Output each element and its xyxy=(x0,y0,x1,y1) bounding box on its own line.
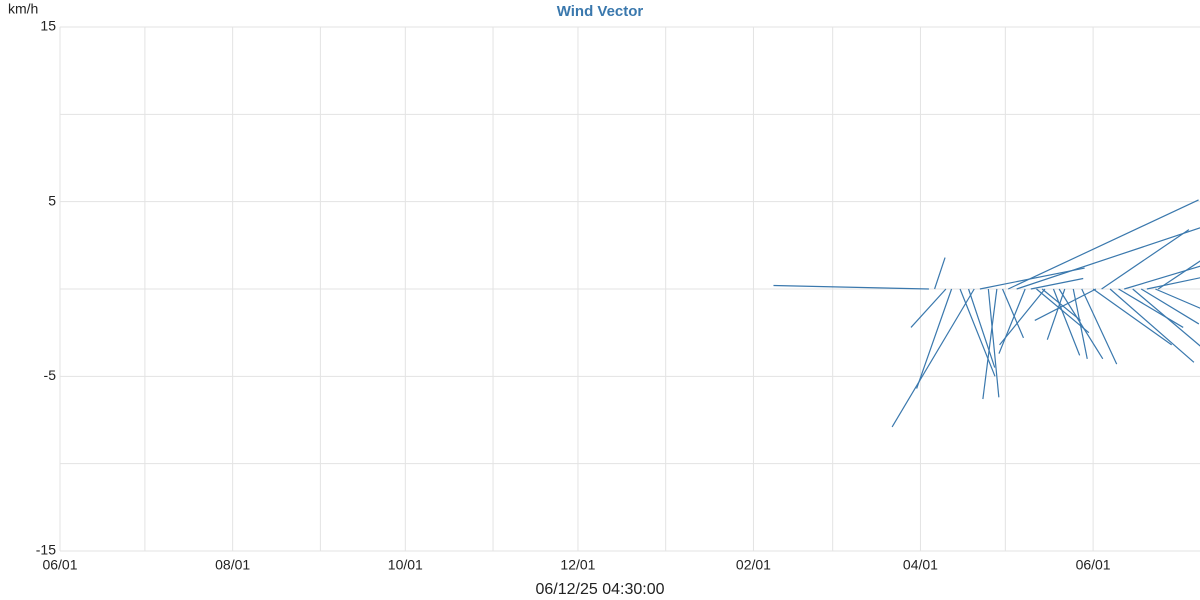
x-axis-label: 06/12/25 04:30:00 xyxy=(535,581,664,598)
x-tick-label: 06/01 xyxy=(42,557,77,573)
wind-vector xyxy=(1140,288,1200,325)
y-tick-label: 15 xyxy=(40,18,56,34)
wind-vector xyxy=(987,288,1000,398)
wind-vector xyxy=(916,288,953,389)
vectors xyxy=(773,199,1200,428)
wind-vector xyxy=(1007,199,1199,290)
wind-vector xyxy=(910,288,947,328)
wind-vector xyxy=(1030,277,1084,290)
wind-vector xyxy=(998,288,1026,354)
wind-vector xyxy=(934,257,946,290)
x-tick-label: 10/01 xyxy=(388,557,423,573)
wind-vector xyxy=(891,288,975,428)
x-tick-label: 08/01 xyxy=(215,557,250,573)
y-axis-label: km/h xyxy=(8,1,38,17)
x-tick-label: 04/01 xyxy=(903,557,938,573)
wind-vector xyxy=(1058,288,1104,360)
x-tick-label: 06/01 xyxy=(1076,557,1111,573)
wind-vector xyxy=(1046,288,1066,340)
wind-vector xyxy=(959,288,996,377)
wind-vector xyxy=(982,288,998,400)
y-tick-label: 5 xyxy=(48,192,56,208)
x-tick-label: 02/01 xyxy=(736,557,771,573)
wind-vector xyxy=(999,288,1046,346)
x-tick-label: 12/01 xyxy=(560,557,595,573)
chart-title: Wind Vector xyxy=(557,3,644,20)
wind-vector xyxy=(1072,288,1088,359)
y-tick-label: -15 xyxy=(36,542,56,558)
wind-vector xyxy=(1124,265,1200,290)
wind-vector xyxy=(1157,260,1200,290)
wind-vector xyxy=(979,267,1085,290)
wind-vector xyxy=(1101,229,1190,290)
wind-vector xyxy=(1052,288,1081,356)
y-tick-label: -5 xyxy=(44,367,57,383)
wind-vector xyxy=(1081,288,1118,365)
wind-vector xyxy=(1109,288,1195,363)
wind-vector xyxy=(1001,288,1025,339)
wind-vector xyxy=(1092,288,1173,346)
wind-vector xyxy=(1155,288,1200,309)
wind-vector xyxy=(773,284,929,290)
wind-vector xyxy=(1146,277,1200,290)
wind-vector xyxy=(1132,288,1200,347)
wind-vector xyxy=(967,288,996,368)
grid xyxy=(59,26,1200,552)
wind-vector xyxy=(1118,288,1184,328)
wind-vector xyxy=(1016,227,1200,290)
wind-vector xyxy=(1034,288,1097,321)
wind-vector xyxy=(1041,288,1081,321)
